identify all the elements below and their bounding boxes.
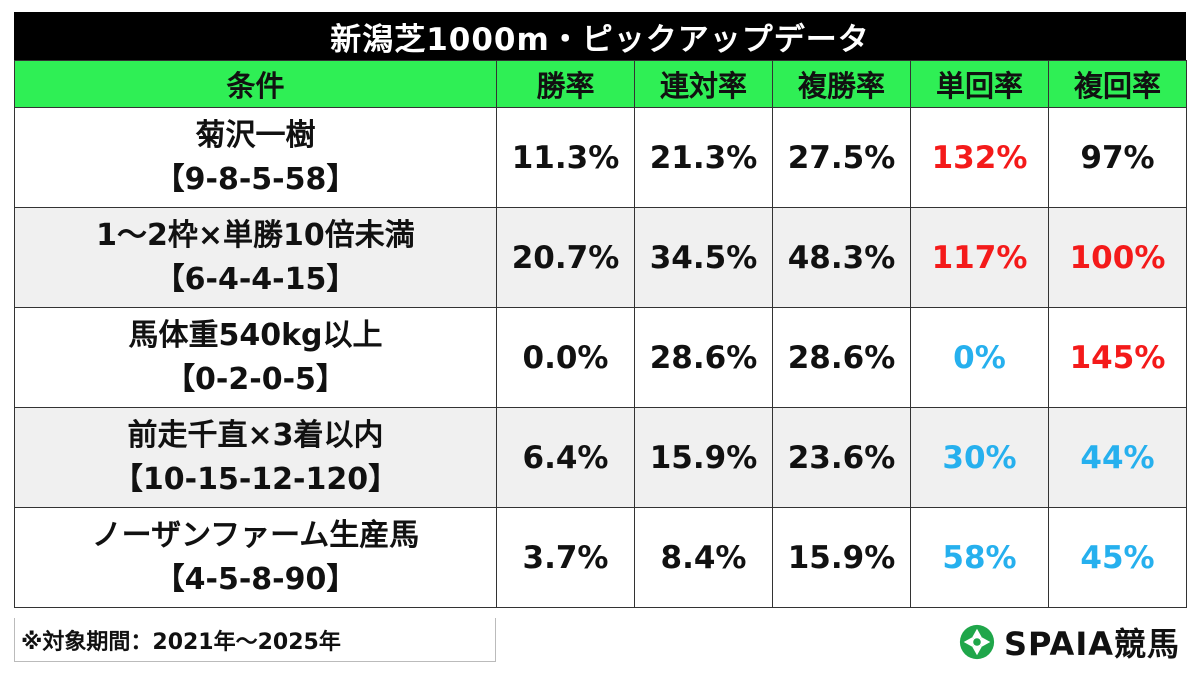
condition-record: 【0-2-0-5】: [165, 361, 346, 397]
header-place3-rate: 複勝率: [772, 60, 911, 108]
condition-cell: 1～2枠×単勝10倍未満 【6-4-4-15】: [14, 207, 497, 308]
table-header-row: 条件 勝率 連対率 複勝率 単回率 複回率: [14, 60, 1187, 108]
condition-record: 【6-4-4-15】: [154, 261, 357, 297]
header-win-return: 単回率: [910, 60, 1049, 108]
condition-name: ノーザンファーム生産馬: [91, 517, 420, 553]
header-place2-rate: 連対率: [634, 60, 773, 108]
condition-cell: 前走千直×3着以内 【10-15-12-120】: [14, 407, 497, 508]
win-return-cell: 58%: [910, 507, 1049, 608]
condition-name: 馬体重540kg以上: [128, 317, 383, 353]
place2-rate-cell: 21.3%: [634, 107, 773, 208]
table-row: 菊沢一樹 【9-8-5-58】 11.3% 21.3% 27.5% 132% 9…: [14, 107, 1187, 208]
stats-panel: 新潟芝1000m・ピックアップデータ 条件 勝率 連対率 複勝率 単回率 複回率…: [14, 12, 1187, 608]
place3-rate-cell: 28.6%: [772, 307, 911, 408]
condition-cell: ノーザンファーム生産馬 【4-5-8-90】: [14, 507, 497, 608]
place-return-cell: 97%: [1048, 107, 1187, 208]
table-row: 1～2枠×単勝10倍未満 【6-4-4-15】 20.7% 34.5% 48.3…: [14, 207, 1187, 308]
place-return-cell: 45%: [1048, 507, 1187, 608]
condition-name: 菊沢一樹: [195, 117, 316, 153]
condition-record: 【10-15-12-120】: [112, 461, 399, 497]
win-rate-cell: 3.7%: [496, 507, 635, 608]
spaia-logo-icon: [959, 624, 995, 660]
win-rate-cell: 0.0%: [496, 307, 635, 408]
period-note: ※対象期間：2021年～2025年: [14, 618, 496, 662]
place2-rate-cell: 34.5%: [634, 207, 773, 308]
condition-cell: 馬体重540kg以上 【0-2-0-5】: [14, 307, 497, 408]
place3-rate-cell: 23.6%: [772, 407, 911, 508]
brand-logo: SPAIA競馬: [958, 620, 1180, 664]
place2-rate-cell: 28.6%: [634, 307, 773, 408]
place3-rate-cell: 27.5%: [772, 107, 911, 208]
win-return-cell: 132%: [910, 107, 1049, 208]
condition-cell: 菊沢一樹 【9-8-5-58】: [14, 107, 497, 208]
table-row: ノーザンファーム生産馬 【4-5-8-90】 3.7% 8.4% 15.9% 5…: [14, 507, 1187, 608]
place3-rate-cell: 48.3%: [772, 207, 911, 308]
place-return-cell: 145%: [1048, 307, 1187, 408]
page-title: 新潟芝1000m・ピックアップデータ: [14, 12, 1186, 60]
condition-record: 【9-8-5-58】: [154, 161, 357, 197]
table-row: 馬体重540kg以上 【0-2-0-5】 0.0% 28.6% 28.6% 0%…: [14, 307, 1187, 408]
win-rate-cell: 11.3%: [496, 107, 635, 208]
win-return-cell: 0%: [910, 307, 1049, 408]
place2-rate-cell: 15.9%: [634, 407, 773, 508]
place-return-cell: 44%: [1048, 407, 1187, 508]
brand-name: SPAIA競馬: [1003, 625, 1180, 663]
header-condition: 条件: [14, 60, 497, 108]
win-return-cell: 30%: [910, 407, 1049, 508]
pickup-data-table: 条件 勝率 連対率 複勝率 単回率 複回率 菊沢一樹 【9-8-5-58】 11…: [14, 60, 1187, 608]
condition-name: 1～2枠×単勝10倍未満: [96, 217, 415, 253]
win-rate-cell: 6.4%: [496, 407, 635, 508]
header-place-return: 複回率: [1048, 60, 1187, 108]
place-return-cell: 100%: [1048, 207, 1187, 308]
win-return-cell: 117%: [910, 207, 1049, 308]
place3-rate-cell: 15.9%: [772, 507, 911, 608]
condition-record: 【4-5-8-90】: [154, 561, 357, 597]
win-rate-cell: 20.7%: [496, 207, 635, 308]
place2-rate-cell: 8.4%: [634, 507, 773, 608]
condition-name: 前走千直×3着以内: [127, 417, 384, 453]
header-win-rate: 勝率: [496, 60, 635, 108]
table-row: 前走千直×3着以内 【10-15-12-120】 6.4% 15.9% 23.6…: [14, 407, 1187, 508]
